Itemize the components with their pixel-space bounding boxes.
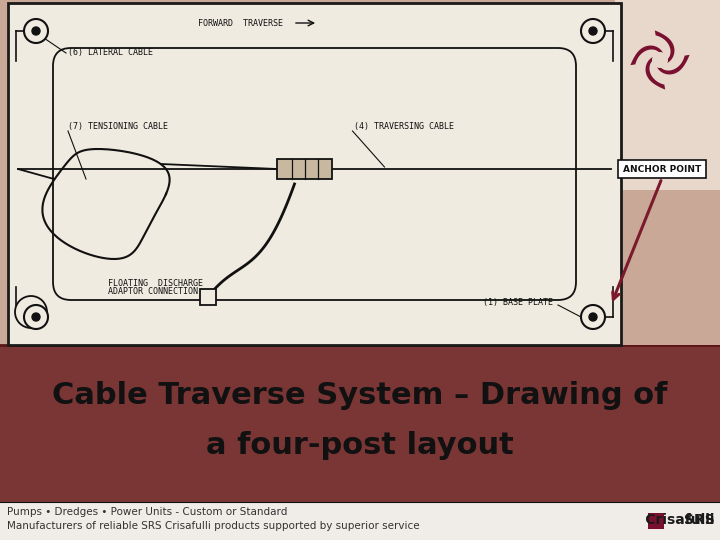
Text: (4) TRAVERSING CABLE: (4) TRAVERSING CABLE bbox=[354, 123, 454, 132]
Text: SRS: SRS bbox=[684, 513, 715, 527]
Text: ANCHOR POINT: ANCHOR POINT bbox=[623, 165, 701, 173]
Text: FLOATING  DISCHARGE: FLOATING DISCHARGE bbox=[108, 279, 203, 287]
Circle shape bbox=[589, 27, 597, 35]
Polygon shape bbox=[656, 55, 690, 75]
Bar bbox=[648, 513, 664, 529]
Bar bbox=[8, 3, 621, 345]
Bar bbox=[621, 0, 720, 345]
Text: Crisafulli: Crisafulli bbox=[616, 513, 715, 527]
Circle shape bbox=[652, 52, 668, 68]
Text: (1) BASE PLATE: (1) BASE PLATE bbox=[483, 298, 553, 307]
Text: Cable Traverse System – Drawing of: Cable Traverse System – Drawing of bbox=[53, 381, 667, 410]
Polygon shape bbox=[631, 45, 665, 65]
Circle shape bbox=[15, 296, 47, 328]
Text: (7) TENSIONING CABLE: (7) TENSIONING CABLE bbox=[68, 123, 168, 132]
Bar bbox=[0, 345, 720, 502]
Text: FORWARD  TRAVERSE: FORWARD TRAVERSE bbox=[198, 18, 283, 28]
Text: Manufacturers of reliable SRS Crisafulli products supported by superior service: Manufacturers of reliable SRS Crisafulli… bbox=[7, 521, 420, 531]
Circle shape bbox=[32, 313, 40, 321]
Circle shape bbox=[589, 313, 597, 321]
Circle shape bbox=[581, 305, 605, 329]
Bar bbox=[0, 502, 720, 540]
Text: Pumps • Dredges • Power Units - Custom or Standard: Pumps • Dredges • Power Units - Custom o… bbox=[7, 507, 287, 517]
Polygon shape bbox=[654, 30, 675, 64]
Bar bbox=[200, 289, 216, 305]
Circle shape bbox=[32, 27, 40, 35]
Text: ADAPTOR CONNECTION: ADAPTOR CONNECTION bbox=[108, 287, 198, 296]
Polygon shape bbox=[646, 56, 665, 90]
Bar bbox=[618, 160, 706, 178]
Circle shape bbox=[24, 19, 48, 43]
Bar bbox=[277, 159, 332, 179]
Text: (6) LATERAL CABLE: (6) LATERAL CABLE bbox=[68, 49, 153, 57]
Circle shape bbox=[581, 19, 605, 43]
Circle shape bbox=[24, 305, 48, 329]
Bar bbox=[615, 0, 720, 190]
Text: a four-post layout: a four-post layout bbox=[206, 431, 514, 460]
